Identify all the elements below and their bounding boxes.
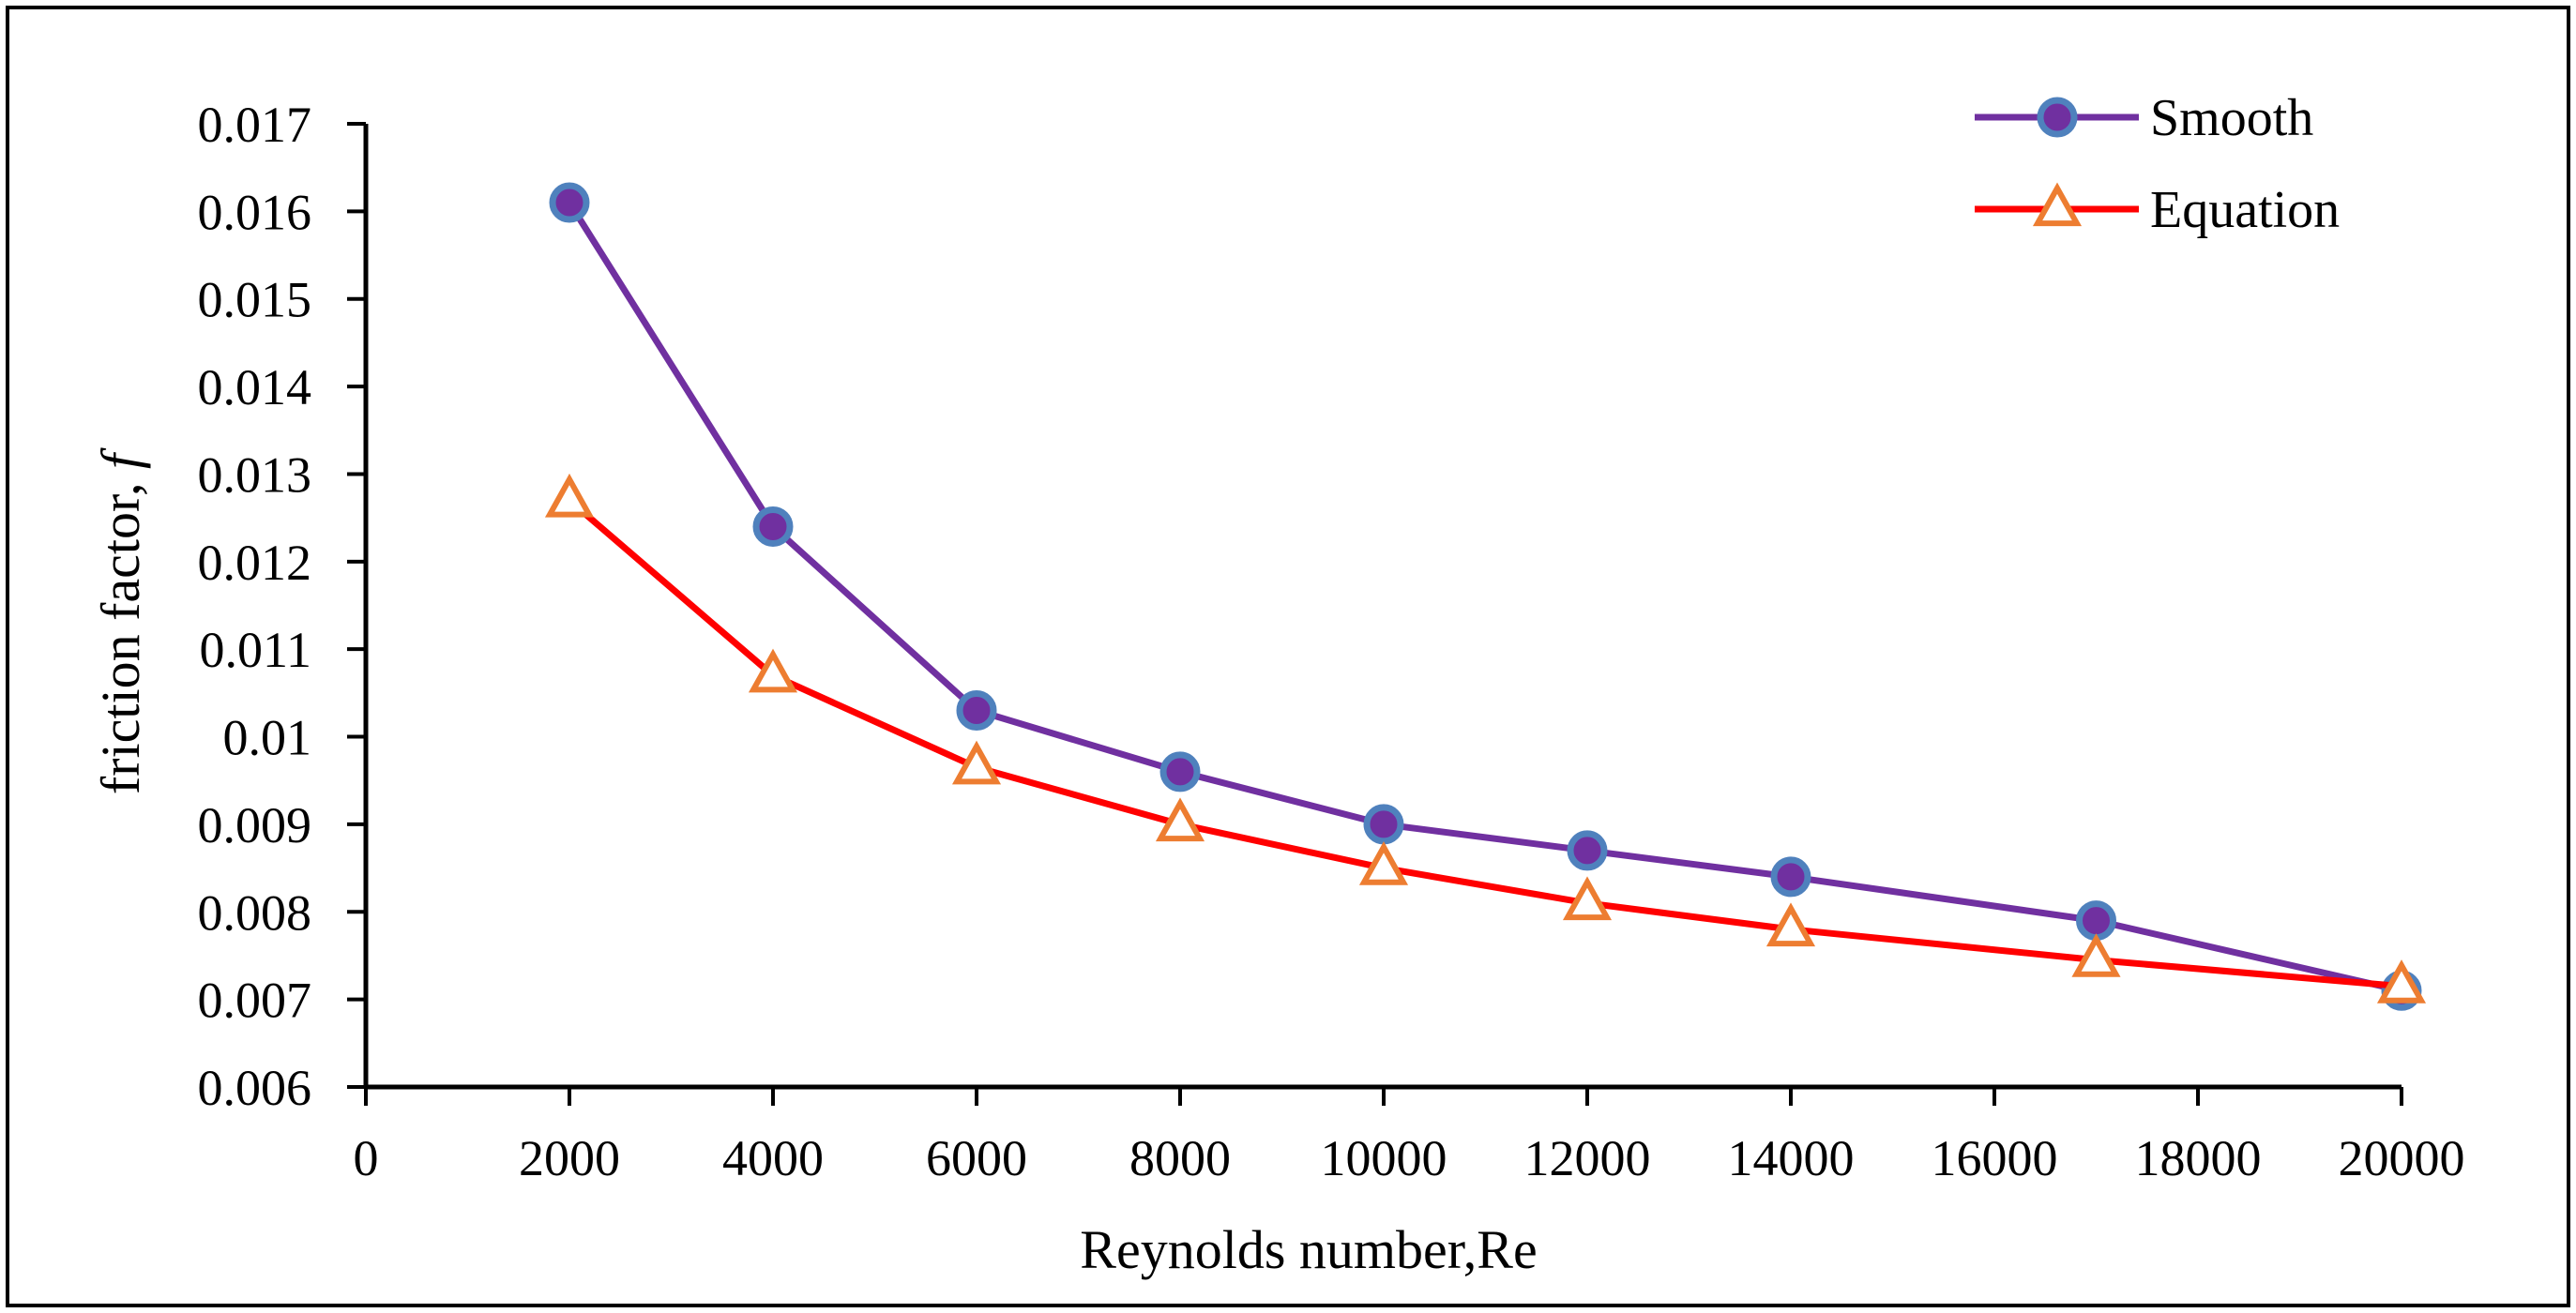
data-point-triangle	[1358, 841, 1409, 885]
y-tick-label: 0.01	[223, 710, 312, 766]
data-point-triangle	[748, 648, 798, 693]
series-layer	[544, 182, 2427, 1011]
legend: Smooth Equation	[1975, 89, 2340, 239]
y-tick-label: 0.009	[198, 797, 312, 853]
x-tick-label: 16000	[1932, 1130, 2058, 1186]
data-point-circle	[956, 690, 997, 732]
data-point-triangle	[1562, 876, 1613, 921]
data-point-circle	[549, 182, 590, 223]
axes: 0.006 0.007 0.008 0.009 0.01 0.011 0.012 0.013 0…	[198, 97, 2465, 1186]
x-tick-label: 18000	[2135, 1130, 2262, 1186]
x-tick-label: 14000	[1728, 1130, 1855, 1186]
y-tick-label: 0.012	[198, 535, 312, 591]
y-tick-label: 0.007	[198, 973, 312, 1029]
data-point-triangle	[2376, 959, 2427, 1004]
legend-item-equation: Equation	[1975, 181, 2340, 239]
data-point-triangle	[544, 473, 595, 518]
data-point-circle	[752, 506, 794, 547]
legend-marker-triangle	[2032, 182, 2083, 227]
x-axis-title: Reynolds number,Re	[1080, 1219, 1537, 1280]
legend-item-smooth: Smooth	[1975, 89, 2313, 147]
x-tick-label: 2000	[519, 1130, 620, 1186]
y-axis-title-text: friction factor,	[90, 469, 151, 794]
x-tick-label: 4000	[722, 1130, 824, 1186]
data-point-triangle	[951, 740, 1002, 785]
x-tick-label: 12000	[1524, 1130, 1651, 1186]
data-point-circle	[1363, 804, 1404, 845]
legend-label: Smooth	[2150, 89, 2313, 147]
x-tick-label: 6000	[926, 1130, 1027, 1186]
x-tick-label: 0	[354, 1130, 379, 1186]
y-tick-label: 0.008	[198, 884, 312, 941]
y-axis-title: friction factor, f	[90, 447, 151, 794]
legend-marker-circle	[2037, 97, 2078, 138]
data-point-circle	[1567, 830, 1608, 871]
y-tick-label: 0.016	[198, 184, 312, 240]
x-tick-label: 10000	[1321, 1130, 1447, 1186]
data-point-triangle	[1765, 902, 1816, 947]
y-tick-label: 0.011	[200, 622, 312, 678]
y-tick-label: 0.017	[198, 97, 312, 153]
x-tick-label: 8000	[1129, 1130, 1231, 1186]
y-tick-label: 0.006	[198, 1060, 312, 1116]
data-point-circle	[1770, 856, 1811, 898]
y-tick-label: 0.014	[198, 359, 312, 415]
data-point-triangle	[1155, 797, 1205, 842]
y-tick-label: 0.015	[198, 272, 312, 328]
data-point-circle	[1159, 751, 1201, 792]
data-point-triangle	[2071, 933, 2121, 977]
x-tick-label: 20000	[2339, 1130, 2465, 1186]
y-tick-label: 0.013	[198, 446, 312, 503]
data-point-circle	[2076, 900, 2116, 942]
legend-label: Equation	[2150, 181, 2340, 239]
series-equation	[544, 473, 2427, 1004]
